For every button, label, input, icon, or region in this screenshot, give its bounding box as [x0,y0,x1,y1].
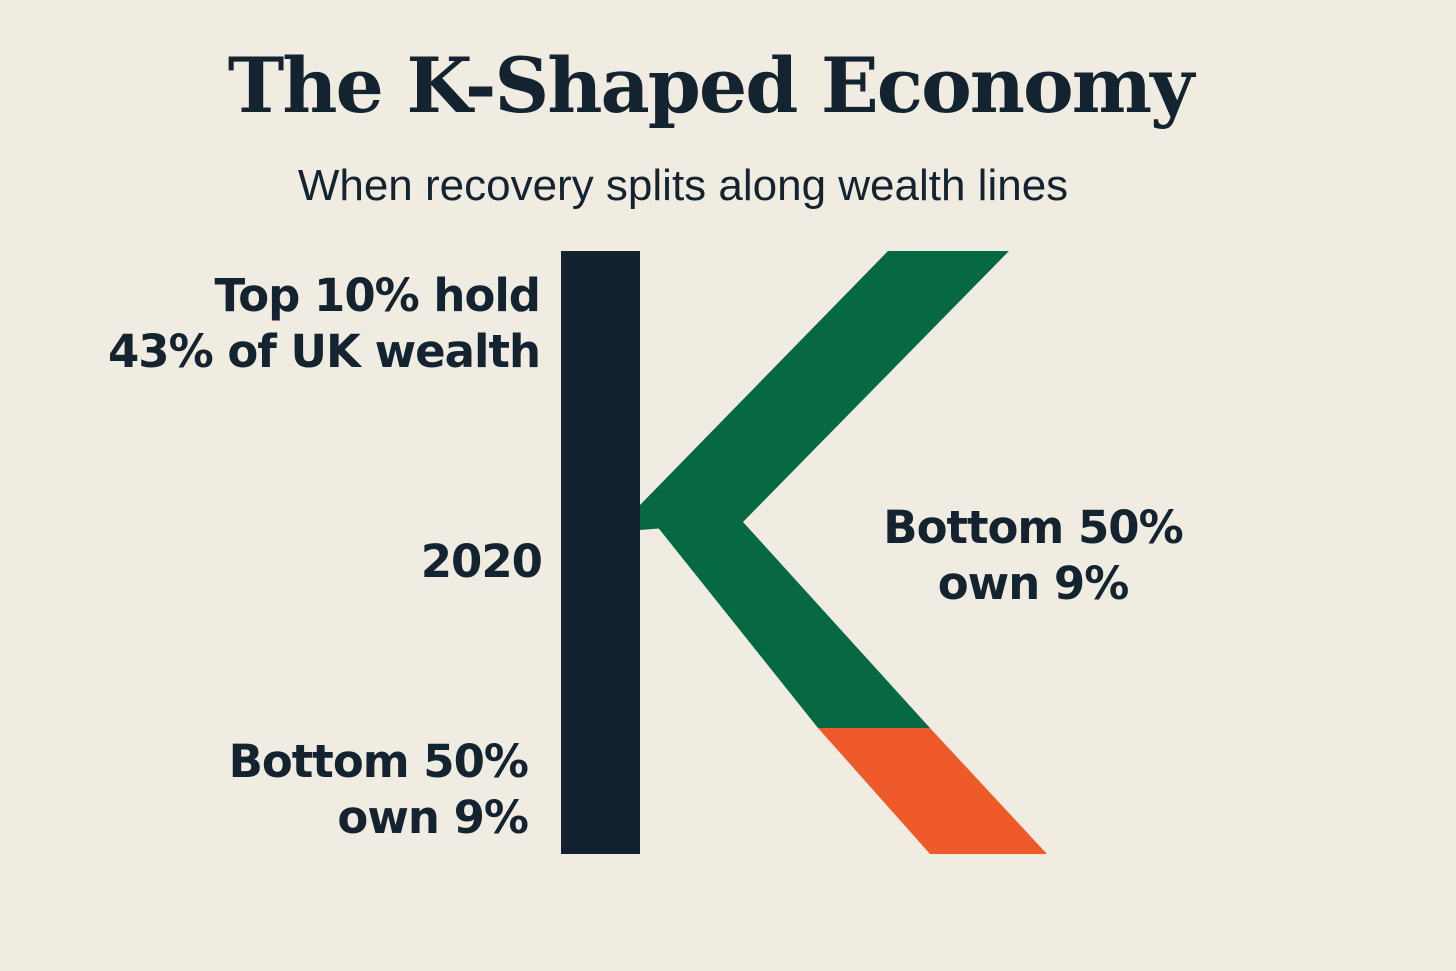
bottom-left-label-line-1: Bottom 50% [228,735,529,788]
k-stem [561,251,640,854]
k-lower-arm-tip [818,728,1047,854]
page-subtitle: When recovery splits along wealth lines [297,161,1069,210]
bottom-right-label-line-1: Bottom 50% [883,501,1183,554]
k-upper-arm [640,251,1009,530]
page-title: The K-Shaped Economy [227,41,1195,130]
top-10-percent-label: Top 10% hold 43% of UK wealth [100,268,541,380]
bottom-50-percent-right-label: Bottom 50% own 9% [860,500,1206,612]
top-label-line-2: 43% of UK wealth [107,325,541,378]
top-label-line-1: Top 10% hold [214,269,541,322]
bottom-50-percent-left-label: Bottom 50% own 9% [160,734,529,846]
k-lower-arm [640,505,930,728]
bottom-left-label-line-2: own 9% [337,791,529,844]
bottom-right-label-line-2: own 9% [937,557,1130,610]
year-label: 2020 [420,535,543,588]
